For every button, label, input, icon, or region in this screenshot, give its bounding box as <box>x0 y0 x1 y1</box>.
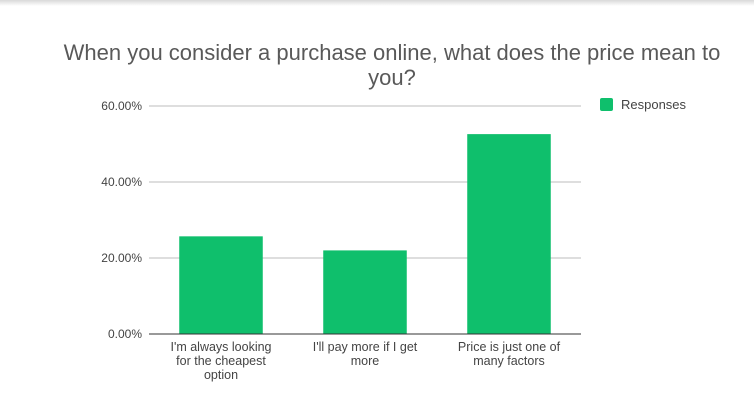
x-tick-label-line: many factors <box>473 354 545 368</box>
x-tick-label-line: I'll pay more if I get <box>313 340 418 354</box>
top-shadow <box>0 0 754 6</box>
x-tick-label: Price is just one of many factors <box>458 340 561 368</box>
legend: Responses <box>600 97 686 112</box>
x-tick-label-line: option <box>204 368 238 382</box>
bar <box>179 236 263 334</box>
x-tick-label-line: for the cheapest <box>176 354 266 368</box>
y-tick-label: 0.00% <box>108 327 142 341</box>
legend-label: Responses <box>621 97 687 112</box>
legend-swatch <box>600 98 613 111</box>
chart-title: When you consider a purchase online, wha… <box>63 40 721 90</box>
bars <box>179 134 551 334</box>
x-tick-label-line: I'm always looking <box>170 340 271 354</box>
x-tick-label-line: Price is just one of <box>458 340 561 354</box>
y-tick-label: 60.00% <box>101 99 142 113</box>
bar <box>467 134 551 334</box>
y-tick-label: 20.00% <box>101 251 142 265</box>
x-tick-label: I'll pay more if I get more <box>313 340 418 368</box>
x-tick-label-line: more <box>351 354 380 368</box>
y-axis-ticks: 0.00% 20.00% 40.00% 60.00% <box>101 99 142 341</box>
x-tick-label: I'm always looking for the cheapest option <box>170 340 271 382</box>
x-axis-labels: I'm always looking for the cheapest option… <box>170 340 560 382</box>
bar <box>323 250 407 334</box>
y-tick-label: 40.00% <box>101 175 142 189</box>
